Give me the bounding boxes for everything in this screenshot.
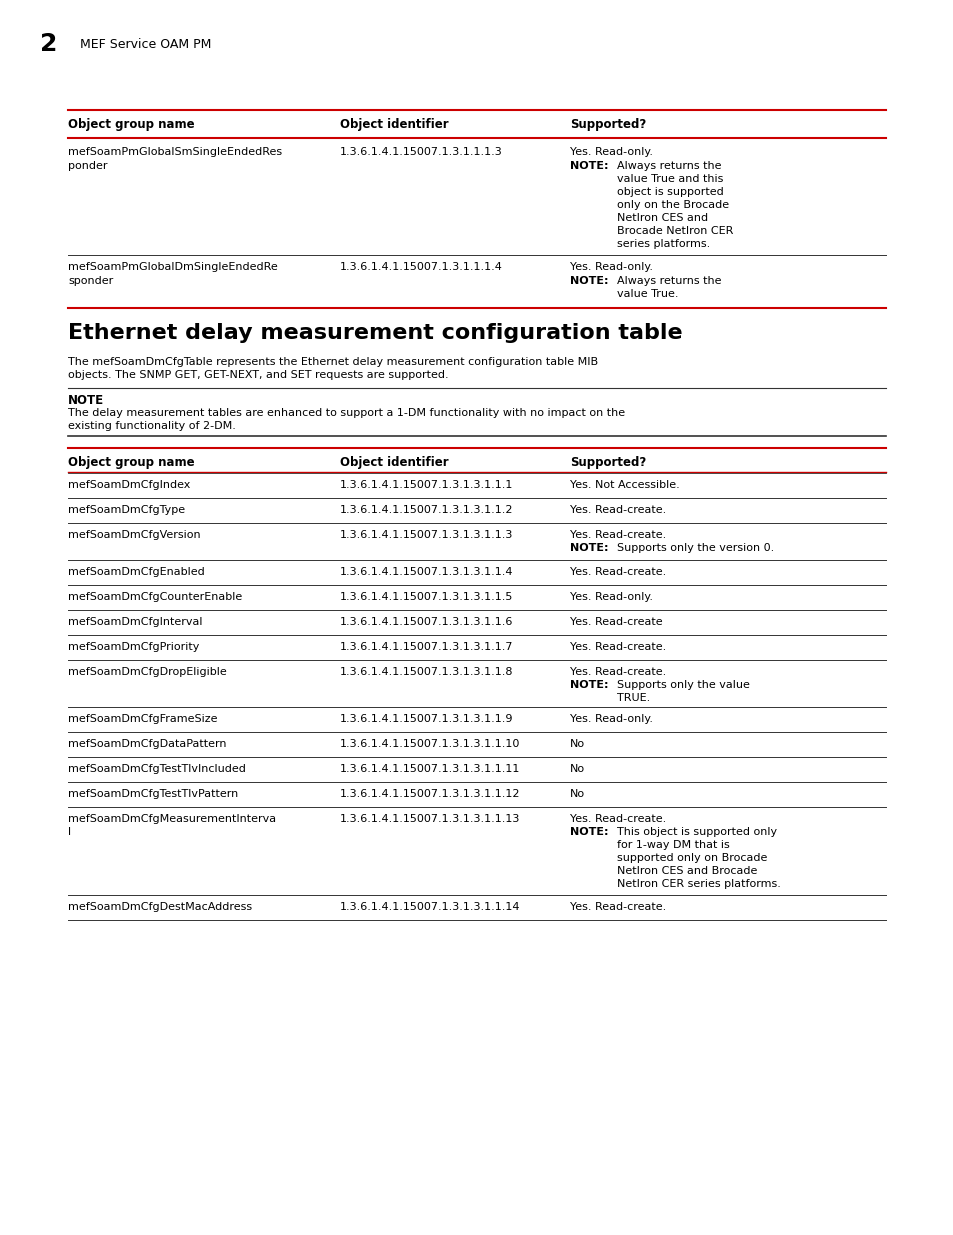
Text: mefSoamPmGlobalSmSingleEndedRes: mefSoamPmGlobalSmSingleEndedRes: [68, 147, 282, 157]
Text: mefSoamDmCfgDataPattern: mefSoamDmCfgDataPattern: [68, 739, 226, 748]
Text: Yes. Not Accessible.: Yes. Not Accessible.: [569, 480, 679, 490]
Text: Yes. Read-only.: Yes. Read-only.: [569, 147, 652, 157]
Text: mefSoamDmCfgEnabled: mefSoamDmCfgEnabled: [68, 567, 205, 577]
Text: 1.3.6.1.4.1.15007.1.3.1.3.1.1.1: 1.3.6.1.4.1.15007.1.3.1.3.1.1.1: [339, 480, 513, 490]
Text: The mefSoamDmCfgTable represents the Ethernet delay measurement configuration ta: The mefSoamDmCfgTable represents the Eth…: [68, 357, 598, 367]
Text: 1.3.6.1.4.1.15007.1.3.1.3.1.1.7: 1.3.6.1.4.1.15007.1.3.1.3.1.1.7: [339, 642, 513, 652]
Text: supported only on Brocade: supported only on Brocade: [617, 853, 766, 863]
Text: Object identifier: Object identifier: [339, 456, 448, 469]
Text: 1.3.6.1.4.1.15007.1.3.1.3.1.1.10: 1.3.6.1.4.1.15007.1.3.1.3.1.1.10: [339, 739, 519, 748]
Text: NetIron CER series platforms.: NetIron CER series platforms.: [617, 879, 781, 889]
Text: 1.3.6.1.4.1.15007.1.3.1.3.1.1.8: 1.3.6.1.4.1.15007.1.3.1.3.1.1.8: [339, 667, 513, 677]
Text: mefSoamDmCfgInterval: mefSoamDmCfgInterval: [68, 618, 202, 627]
Text: mefSoamDmCfgFrameSize: mefSoamDmCfgFrameSize: [68, 714, 217, 724]
Text: mefSoamDmCfgDropEligible: mefSoamDmCfgDropEligible: [68, 667, 227, 677]
Text: Yes. Read-create.: Yes. Read-create.: [569, 567, 665, 577]
Text: Object group name: Object group name: [68, 456, 194, 469]
Text: objects. The SNMP GET, GET-NEXT, and SET requests are supported.: objects. The SNMP GET, GET-NEXT, and SET…: [68, 370, 448, 380]
Text: NOTE:: NOTE:: [569, 543, 608, 553]
Text: value True.: value True.: [617, 289, 678, 299]
Text: NetIron CES and Brocade: NetIron CES and Brocade: [617, 866, 757, 876]
Text: Supports only the value: Supports only the value: [617, 680, 749, 690]
Text: Yes. Read-create.: Yes. Read-create.: [569, 530, 665, 540]
Text: 1.3.6.1.4.1.15007.1.3.1.3.1.1.5: 1.3.6.1.4.1.15007.1.3.1.3.1.1.5: [339, 592, 513, 601]
Text: Object group name: Object group name: [68, 119, 194, 131]
Text: Yes. Read-create: Yes. Read-create: [569, 618, 662, 627]
Text: mefSoamPmGlobalDmSingleEndedRe: mefSoamPmGlobalDmSingleEndedRe: [68, 262, 277, 272]
Text: only on the Brocade: only on the Brocade: [617, 200, 728, 210]
Text: 1.3.6.1.4.1.15007.1.3.1.3.1.1.12: 1.3.6.1.4.1.15007.1.3.1.3.1.1.12: [339, 789, 520, 799]
Text: 1.3.6.1.4.1.15007.1.3.1.3.1.1.13: 1.3.6.1.4.1.15007.1.3.1.3.1.1.13: [339, 814, 519, 824]
Text: Yes. Read-only.: Yes. Read-only.: [569, 592, 652, 601]
Text: MEF Service OAM PM: MEF Service OAM PM: [80, 38, 212, 51]
Text: NOTE:: NOTE:: [569, 275, 608, 287]
Text: No: No: [569, 739, 584, 748]
Text: 1.3.6.1.4.1.15007.1.3.1.1.1.3: 1.3.6.1.4.1.15007.1.3.1.1.1.3: [339, 147, 502, 157]
Text: 1.3.6.1.4.1.15007.1.3.1.3.1.1.14: 1.3.6.1.4.1.15007.1.3.1.3.1.1.14: [339, 902, 520, 911]
Text: No: No: [569, 764, 584, 774]
Text: NOTE:: NOTE:: [569, 827, 608, 837]
Text: Ethernet delay measurement configuration table: Ethernet delay measurement configuration…: [68, 324, 682, 343]
Text: Yes. Read-create.: Yes. Read-create.: [569, 667, 665, 677]
Text: NOTE: NOTE: [68, 394, 104, 408]
Text: Supports only the version 0.: Supports only the version 0.: [617, 543, 774, 553]
Text: 1.3.6.1.4.1.15007.1.3.1.3.1.1.9: 1.3.6.1.4.1.15007.1.3.1.3.1.1.9: [339, 714, 513, 724]
Text: existing functionality of 2-DM.: existing functionality of 2-DM.: [68, 421, 235, 431]
Text: Always returns the: Always returns the: [617, 275, 720, 287]
Text: Yes. Read-create.: Yes. Read-create.: [569, 814, 665, 824]
Text: 1.3.6.1.4.1.15007.1.3.1.3.1.1.6: 1.3.6.1.4.1.15007.1.3.1.3.1.1.6: [339, 618, 513, 627]
Text: ponder: ponder: [68, 161, 108, 170]
Text: 1.3.6.1.4.1.15007.1.3.1.3.1.1.11: 1.3.6.1.4.1.15007.1.3.1.3.1.1.11: [339, 764, 519, 774]
Text: object is supported: object is supported: [617, 186, 723, 198]
Text: Yes. Read-create.: Yes. Read-create.: [569, 902, 665, 911]
Text: Yes. Read-create.: Yes. Read-create.: [569, 642, 665, 652]
Text: Yes. Read-only.: Yes. Read-only.: [569, 714, 652, 724]
Text: mefSoamDmCfgIndex: mefSoamDmCfgIndex: [68, 480, 191, 490]
Text: mefSoamDmCfgVersion: mefSoamDmCfgVersion: [68, 530, 200, 540]
Text: mefSoamDmCfgTestTlvIncluded: mefSoamDmCfgTestTlvIncluded: [68, 764, 246, 774]
Text: Yes. Read-create.: Yes. Read-create.: [569, 505, 665, 515]
Text: l: l: [68, 827, 71, 837]
Text: Yes. Read-only.: Yes. Read-only.: [569, 262, 652, 272]
Text: series platforms.: series platforms.: [617, 240, 709, 249]
Text: NOTE:: NOTE:: [569, 680, 608, 690]
Text: NOTE:: NOTE:: [569, 161, 608, 170]
Text: 1.3.6.1.4.1.15007.1.3.1.1.1.4: 1.3.6.1.4.1.15007.1.3.1.1.1.4: [339, 262, 502, 272]
Text: No: No: [569, 789, 584, 799]
Text: sponder: sponder: [68, 275, 113, 287]
Text: Always returns the: Always returns the: [617, 161, 720, 170]
Text: for 1-way DM that is: for 1-way DM that is: [617, 840, 729, 850]
Text: This object is supported only: This object is supported only: [617, 827, 777, 837]
Text: Supported?: Supported?: [569, 456, 645, 469]
Text: Object identifier: Object identifier: [339, 119, 448, 131]
Text: 2: 2: [40, 32, 57, 56]
Text: Brocade NetIron CER: Brocade NetIron CER: [617, 226, 733, 236]
Text: TRUE.: TRUE.: [617, 693, 650, 703]
Text: mefSoamDmCfgMeasurementInterva: mefSoamDmCfgMeasurementInterva: [68, 814, 275, 824]
Text: value True and this: value True and this: [617, 174, 722, 184]
Text: mefSoamDmCfgDestMacAddress: mefSoamDmCfgDestMacAddress: [68, 902, 252, 911]
Text: mefSoamDmCfgType: mefSoamDmCfgType: [68, 505, 185, 515]
Text: Supported?: Supported?: [569, 119, 645, 131]
Text: 1.3.6.1.4.1.15007.1.3.1.3.1.1.3: 1.3.6.1.4.1.15007.1.3.1.3.1.1.3: [339, 530, 513, 540]
Text: NetIron CES and: NetIron CES and: [617, 212, 707, 224]
Text: 1.3.6.1.4.1.15007.1.3.1.3.1.1.2: 1.3.6.1.4.1.15007.1.3.1.3.1.1.2: [339, 505, 513, 515]
Text: mefSoamDmCfgTestTlvPattern: mefSoamDmCfgTestTlvPattern: [68, 789, 238, 799]
Text: mefSoamDmCfgPriority: mefSoamDmCfgPriority: [68, 642, 199, 652]
Text: mefSoamDmCfgCounterEnable: mefSoamDmCfgCounterEnable: [68, 592, 242, 601]
Text: 1.3.6.1.4.1.15007.1.3.1.3.1.1.4: 1.3.6.1.4.1.15007.1.3.1.3.1.1.4: [339, 567, 513, 577]
Text: The delay measurement tables are enhanced to support a 1-DM functionality with n: The delay measurement tables are enhance…: [68, 408, 624, 417]
